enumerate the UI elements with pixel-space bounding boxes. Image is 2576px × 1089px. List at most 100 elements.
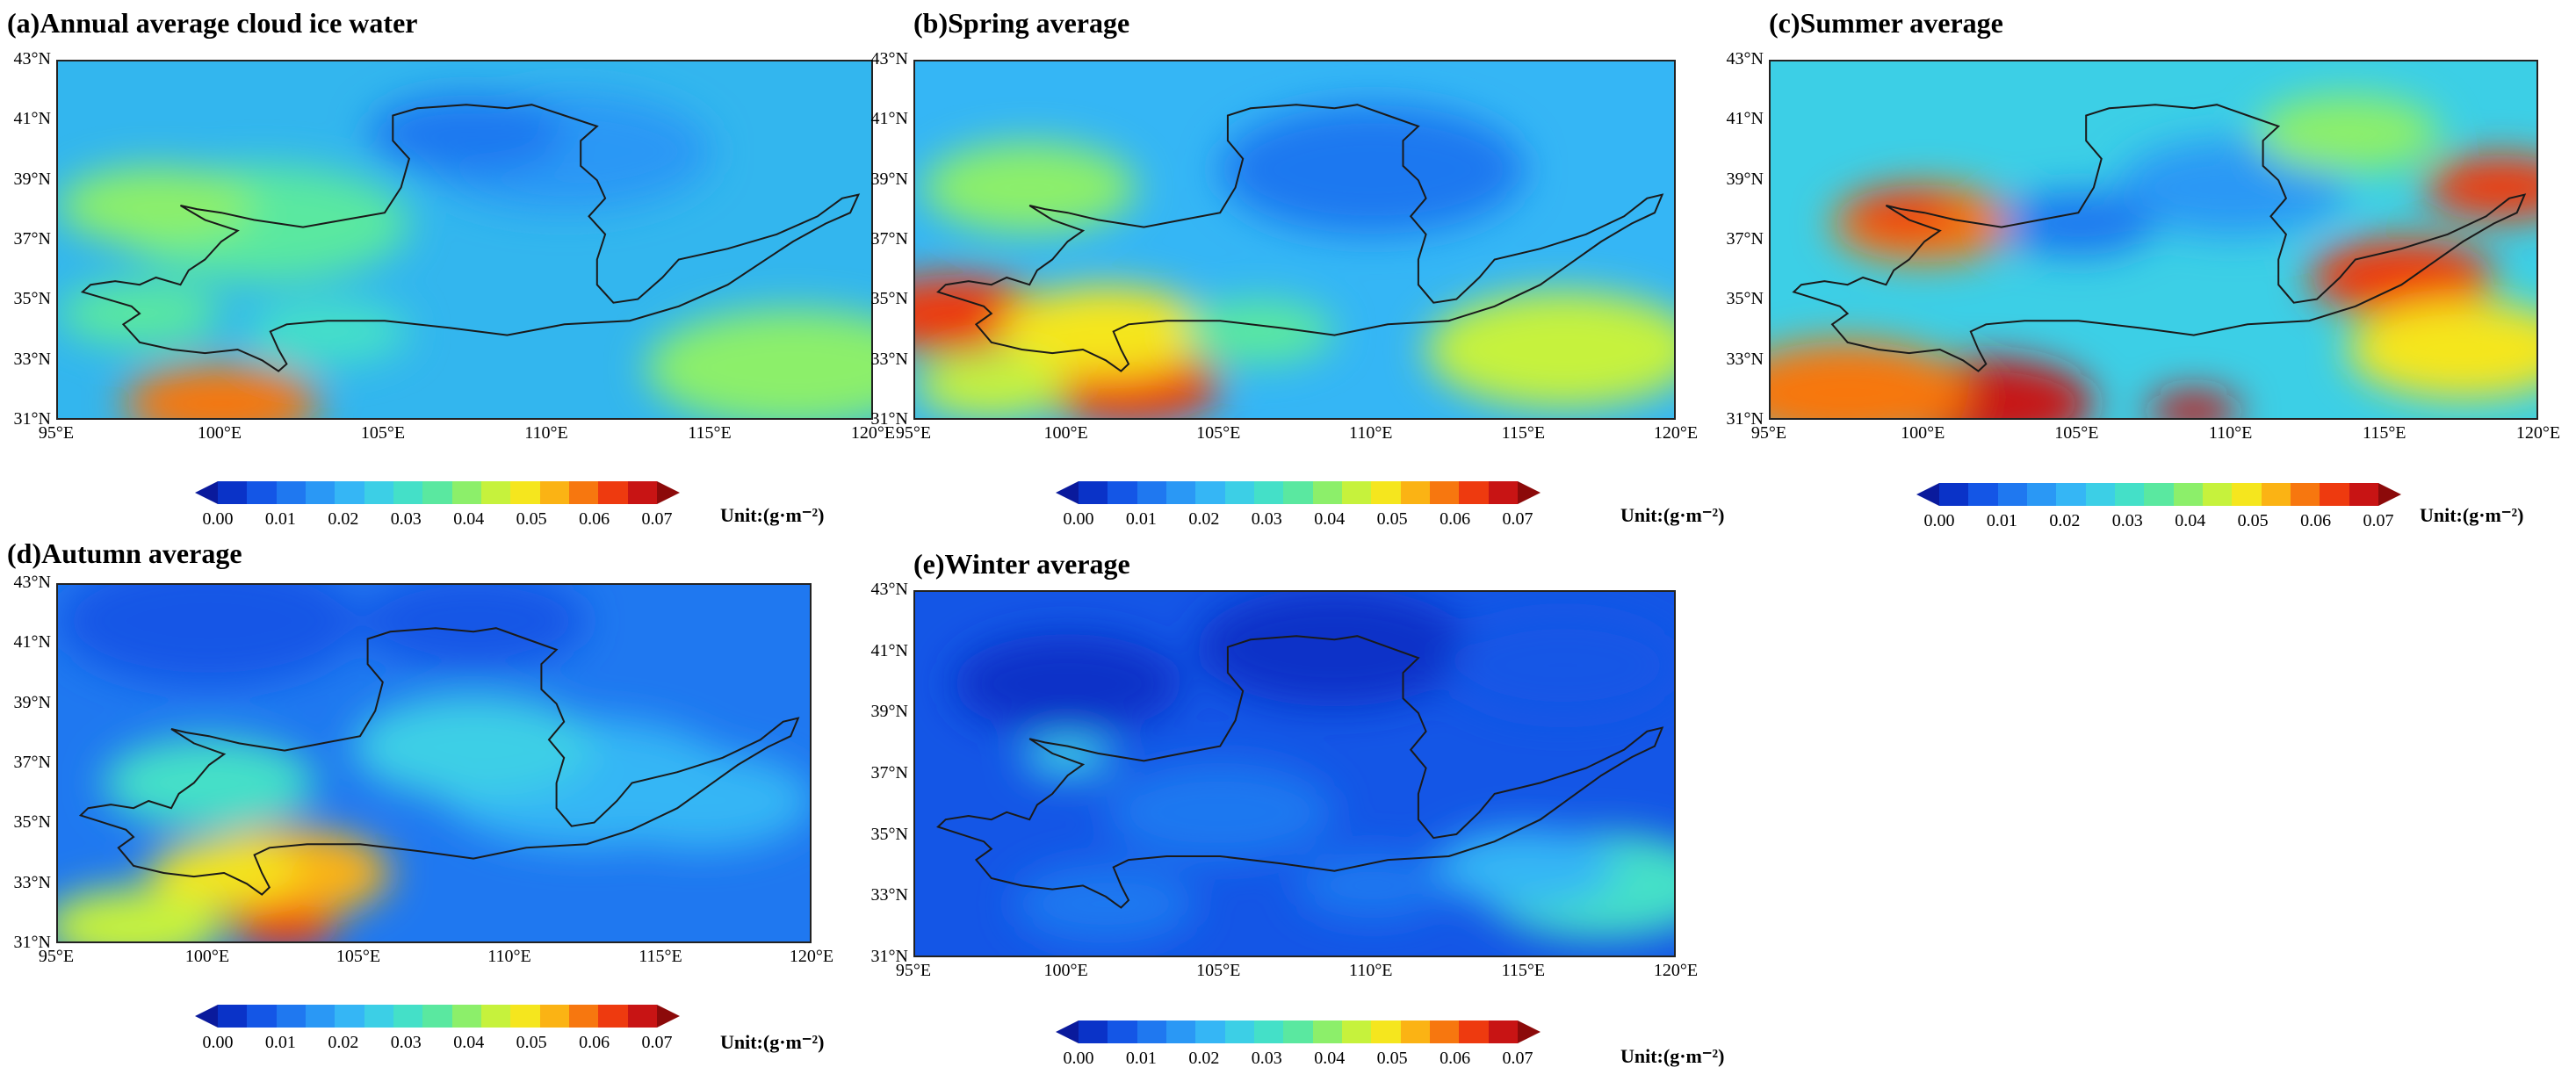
lon-label: 115°E	[688, 423, 732, 443]
lat-label: 35°N	[870, 289, 908, 309]
lat-label: 35°N	[13, 812, 51, 833]
field-blob	[231, 904, 338, 941]
colorbar-tick: 0.07	[641, 509, 673, 529]
colorbar-tick: 0.03	[390, 509, 422, 529]
colorbar-cell	[2026, 483, 2057, 506]
field-blob	[58, 888, 225, 941]
lon-label: 115°E	[1501, 961, 1546, 980]
colorbar-min-arrow	[195, 1005, 218, 1028]
panel-title: (a)Annual average cloud ice water	[7, 7, 418, 39]
colorbar-cell	[1253, 1020, 1284, 1043]
lon-label: 95°E	[895, 423, 932, 443]
field-blob	[123, 364, 320, 418]
panel-title: (e)Winter average	[913, 548, 1130, 580]
colorbar-cell	[276, 1005, 306, 1028]
colorbar-cell	[1224, 1020, 1254, 1043]
lon-label: 105°E	[336, 947, 381, 966]
lat-label: 41°N	[1726, 109, 1764, 129]
colorbar-cell	[1939, 483, 1969, 506]
colorbar-cell	[335, 1005, 364, 1028]
lon-label: 105°E	[360, 423, 406, 443]
colorbar-cell	[1459, 481, 1489, 504]
colorbar-cell	[305, 481, 336, 504]
colorbar-cell	[480, 1005, 511, 1028]
colorbar-cell	[539, 481, 569, 504]
colorbar-tick: 0.02	[328, 509, 359, 529]
colorbar-tick: 0.05	[2237, 511, 2269, 530]
colorbar-tick: 0.00	[202, 509, 234, 529]
lat-label: 33°N	[1726, 349, 1764, 369]
colorbar-max-arrow	[1518, 1020, 1541, 1043]
colorbar-tick: 0.02	[1188, 1049, 1220, 1068]
colorbar-tick: 0.01	[1125, 509, 1157, 529]
colorbar-cell	[2290, 483, 2320, 506]
colorbar-tick: 0.04	[1314, 1049, 1346, 1068]
colorbar-tick: 0.01	[264, 1033, 296, 1052]
panel-title: (c)Summer average	[1769, 7, 2003, 39]
lon-label: 115°E	[1501, 423, 1546, 443]
colorbar-tick: 0.01	[1125, 1049, 1157, 1068]
lon-label: 100°E	[1043, 961, 1088, 980]
field-blob	[58, 585, 360, 686]
colorbar-cell	[1312, 1020, 1342, 1043]
map-plot	[913, 590, 1676, 957]
field-blob	[587, 752, 810, 850]
colorbar-cell	[1488, 1020, 1518, 1043]
field-blob	[58, 166, 255, 245]
colorbar-cell	[335, 481, 364, 504]
colorbar-tick: 0.07	[1502, 1049, 1533, 1068]
lon-label: 115°E	[639, 947, 682, 966]
colorbar-cell	[1400, 1020, 1430, 1043]
lat-label: 37°N	[1726, 229, 1764, 249]
colorbar-cell	[2056, 483, 2086, 506]
colorbar-cell	[1224, 481, 1254, 504]
lat-label: 41°N	[870, 109, 908, 129]
colorbar-cell	[2349, 483, 2378, 506]
lon-label: 95°E	[38, 423, 75, 443]
colorbar-cell	[1312, 481, 1342, 504]
field-blob	[1106, 762, 1335, 862]
map-plot	[56, 583, 812, 943]
field-blob	[1433, 827, 1617, 907]
colorbar-cell	[451, 1005, 481, 1028]
lon-label: 105°E	[1196, 961, 1241, 980]
lat-label: 43°N	[13, 49, 51, 69]
colorbar-cell	[1283, 1020, 1313, 1043]
field-blob	[999, 285, 1213, 378]
colorbar-cell	[2173, 483, 2203, 506]
field-blob	[953, 634, 1182, 733]
lon-label: 120°E	[850, 423, 896, 443]
field-blob	[2255, 94, 2441, 173]
colorbar-tick: 0.05	[1376, 1049, 1408, 1068]
field-blob	[1181, 299, 1335, 364]
colorbar-cell	[1400, 481, 1430, 504]
colorbar-cell	[2202, 483, 2233, 506]
lon-label: 110°E	[487, 947, 531, 966]
lon-label: 95°E	[1750, 423, 1787, 443]
lon-label: 95°E	[895, 961, 932, 980]
map-field	[915, 592, 1674, 956]
field-blob	[915, 353, 1068, 418]
field-blob	[2147, 391, 2240, 418]
colorbar	[1079, 481, 1518, 504]
colorbar-tick: 0.04	[453, 509, 485, 529]
lat-label: 33°N	[13, 349, 51, 369]
field-blob	[2348, 300, 2536, 399]
colorbar-cell	[393, 481, 423, 504]
colorbar-tick: 0.03	[1251, 509, 1282, 529]
colorbar-cell	[1968, 483, 1998, 506]
field-blob	[1847, 190, 1956, 236]
colorbar-tick: 0.03	[1251, 1049, 1282, 1068]
lat-label: 35°N	[870, 824, 908, 844]
lat-label: 41°N	[13, 632, 51, 653]
lat-label: 43°N	[870, 49, 908, 69]
lat-label: 35°N	[1726, 289, 1764, 309]
colorbar-cell	[2232, 483, 2262, 506]
colorbar-tick: 0.00	[1063, 509, 1094, 529]
colorbar-unit: Unit:(g·m⁻²)	[720, 504, 825, 526]
colorbar-tick: 0.04	[453, 1033, 485, 1052]
colorbar-unit: Unit:(g·m⁻²)	[720, 1031, 825, 1053]
colorbar	[1079, 1020, 1518, 1043]
colorbar-cell	[1079, 1020, 1108, 1043]
colorbar-cell	[480, 481, 511, 504]
